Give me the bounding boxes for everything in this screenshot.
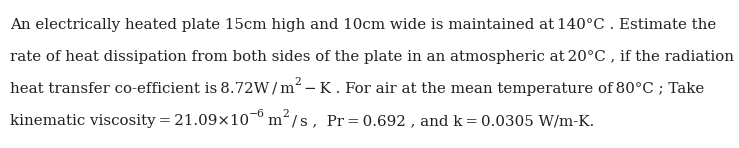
Text: heat transfer co-efficient is 8.72W / m: heat transfer co-efficient is 8.72W / m <box>10 82 295 96</box>
Text: 2: 2 <box>282 109 289 119</box>
Text: kinematic viscosity = 21.09×10: kinematic viscosity = 21.09×10 <box>10 114 249 128</box>
Text: −6: −6 <box>249 109 265 119</box>
Text: An electrically heated plate 15cm high and 10cm wide is maintained at 140°C . Es: An electrically heated plate 15cm high a… <box>10 18 716 32</box>
Text: 2: 2 <box>295 77 302 87</box>
Text: m: m <box>265 114 282 128</box>
Text: − K . For air at the mean temperature of 80°C ; Take: − K . For air at the mean temperature of… <box>302 82 704 96</box>
Text: / s ,  Pr = 0.692 , and k = 0.0305 W/m-K.: / s , Pr = 0.692 , and k = 0.0305 W/m-K. <box>289 114 594 128</box>
Text: rate of heat dissipation from both sides of the plate in an atmospheric at 20°C : rate of heat dissipation from both sides… <box>10 50 734 64</box>
